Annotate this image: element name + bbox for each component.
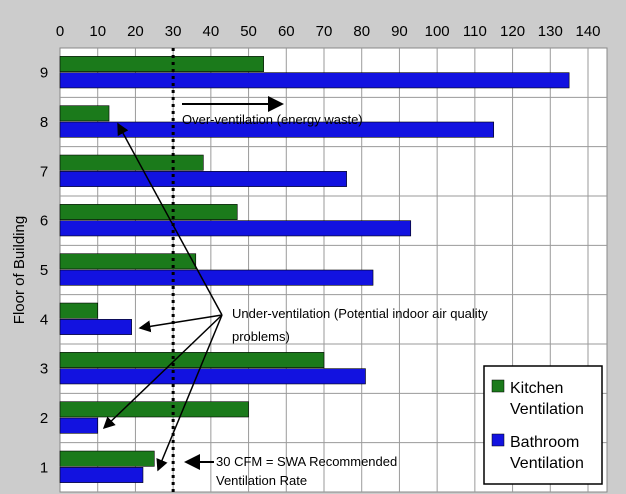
legend: Kitchen Ventilation Bathroom Ventilation <box>483 365 603 485</box>
bathroom-bar-floor-1 <box>59 467 144 483</box>
bathroom-bar-floor-9 <box>59 72 570 89</box>
x-tick-label: 110 <box>463 23 487 40</box>
x-tick-label: 90 <box>391 23 408 40</box>
legend-label-kitchen-2: Ventilation <box>510 401 584 418</box>
x-tick-label: 10 <box>89 23 106 40</box>
x-tick-label: 140 <box>575 23 600 40</box>
x-tick-label: 30 <box>165 23 182 40</box>
y-tick-label: 5 <box>40 262 48 279</box>
y-tick-label: 7 <box>40 163 48 180</box>
kitchen-bar-floor-4 <box>59 302 99 319</box>
legend-swatch-bathroom <box>491 433 505 447</box>
x-tick-label: 60 <box>278 23 295 40</box>
x-tick-label: 20 <box>127 23 144 40</box>
legend-label-bathroom: Bathroom <box>510 434 579 451</box>
kitchen-bar-floor-9 <box>59 56 264 72</box>
y-tick-label: 9 <box>40 65 48 82</box>
y-axis-label: Floor of Building <box>11 216 28 324</box>
x-tick-label: 40 <box>203 23 220 40</box>
y-tick-label: 3 <box>40 361 48 378</box>
x-tick-label: 80 <box>353 23 370 40</box>
x-tick-label: 120 <box>500 23 525 40</box>
bathroom-bar-floor-4 <box>59 319 132 335</box>
legend-label-bathroom-2: Ventilation <box>510 455 584 472</box>
y-tick-label: 2 <box>40 410 48 427</box>
under-ventilation-label: Under-ventilation (Potential indoor air … <box>232 306 488 321</box>
y-tick-label: 8 <box>40 114 48 131</box>
kitchen-bar-floor-8 <box>59 105 110 122</box>
bathroom-bar-floor-2 <box>59 417 99 434</box>
reference-line-label: 30 CFM = SWA Recommended <box>216 454 397 469</box>
under-ventilation-label-2: problems) <box>232 329 290 344</box>
kitchen-bar-floor-1 <box>59 450 155 467</box>
kitchen-bar-floor-7 <box>59 154 204 171</box>
y-tick-labels: 9 8 7 6 5 4 3 2 1 <box>40 65 48 477</box>
y-tick-label: 6 <box>40 213 48 230</box>
x-tick-labels: 0 10 20 30 40 50 60 70 80 90 100 110 120 130 140 <box>56 23 601 40</box>
under-ventilation-arrows <box>102 122 223 472</box>
legend-swatch-kitchen <box>491 379 505 393</box>
kitchen-bar-floor-6 <box>59 204 238 220</box>
bathroom-bar-floor-6 <box>59 220 412 237</box>
x-tick-label: 0 <box>56 23 64 40</box>
bars <box>59 56 570 483</box>
x-tick-label: 50 <box>240 23 257 40</box>
reference-line-label-2: Ventilation Rate <box>216 473 307 488</box>
kitchen-bar-floor-5 <box>59 253 197 270</box>
bathroom-bar-floor-8 <box>59 121 495 138</box>
bathroom-bar-floor-5 <box>59 269 374 286</box>
over-ventilation-label: Over-ventilation (energy waste) <box>182 112 363 127</box>
bathroom-bar-floor-7 <box>59 171 347 187</box>
legend-label-kitchen: Kitchen <box>510 380 563 397</box>
kitchen-bar-floor-3 <box>59 352 325 368</box>
x-tick-label: 130 <box>538 23 563 40</box>
bathroom-bar-floor-3 <box>59 368 366 385</box>
x-tick-label: 100 <box>425 23 450 40</box>
y-tick-label: 4 <box>40 311 48 328</box>
y-tick-label: 1 <box>40 459 48 476</box>
x-tick-label: 70 <box>316 23 333 40</box>
kitchen-bar-floor-2 <box>59 401 249 418</box>
